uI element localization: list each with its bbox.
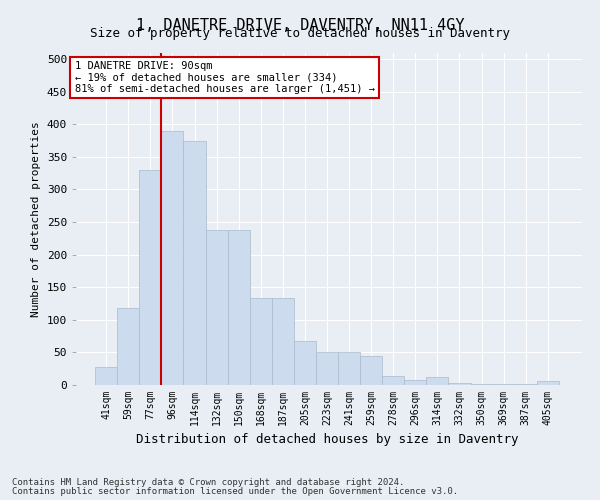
Bar <box>537 381 559 385</box>
Bar <box>184 140 206 385</box>
Text: Size of property relative to detached houses in Daventry: Size of property relative to detached ho… <box>90 28 510 40</box>
Bar <box>95 368 117 385</box>
Bar <box>360 356 382 385</box>
Y-axis label: Number of detached properties: Number of detached properties <box>31 121 41 316</box>
Bar <box>493 384 515 385</box>
Bar <box>382 376 404 385</box>
Bar <box>139 170 161 385</box>
Bar <box>227 230 250 385</box>
Bar <box>161 130 184 385</box>
X-axis label: Distribution of detached houses by size in Daventry: Distribution of detached houses by size … <box>136 434 518 446</box>
Bar <box>272 298 294 385</box>
Bar <box>427 377 448 385</box>
Bar <box>470 384 493 385</box>
Bar <box>117 308 139 385</box>
Bar <box>404 380 427 385</box>
Text: 1 DANETRE DRIVE: 90sqm
← 19% of detached houses are smaller (334)
81% of semi-de: 1 DANETRE DRIVE: 90sqm ← 19% of detached… <box>74 61 374 94</box>
Bar <box>206 230 227 385</box>
Bar <box>294 340 316 385</box>
Text: Contains public sector information licensed under the Open Government Licence v3: Contains public sector information licen… <box>12 486 458 496</box>
Bar <box>316 352 338 385</box>
Bar <box>515 384 537 385</box>
Bar <box>250 298 272 385</box>
Bar <box>448 383 470 385</box>
Bar <box>338 352 360 385</box>
Text: 1, DANETRE DRIVE, DAVENTRY, NN11 4GY: 1, DANETRE DRIVE, DAVENTRY, NN11 4GY <box>136 18 464 32</box>
Text: Contains HM Land Registry data © Crown copyright and database right 2024.: Contains HM Land Registry data © Crown c… <box>12 478 404 487</box>
